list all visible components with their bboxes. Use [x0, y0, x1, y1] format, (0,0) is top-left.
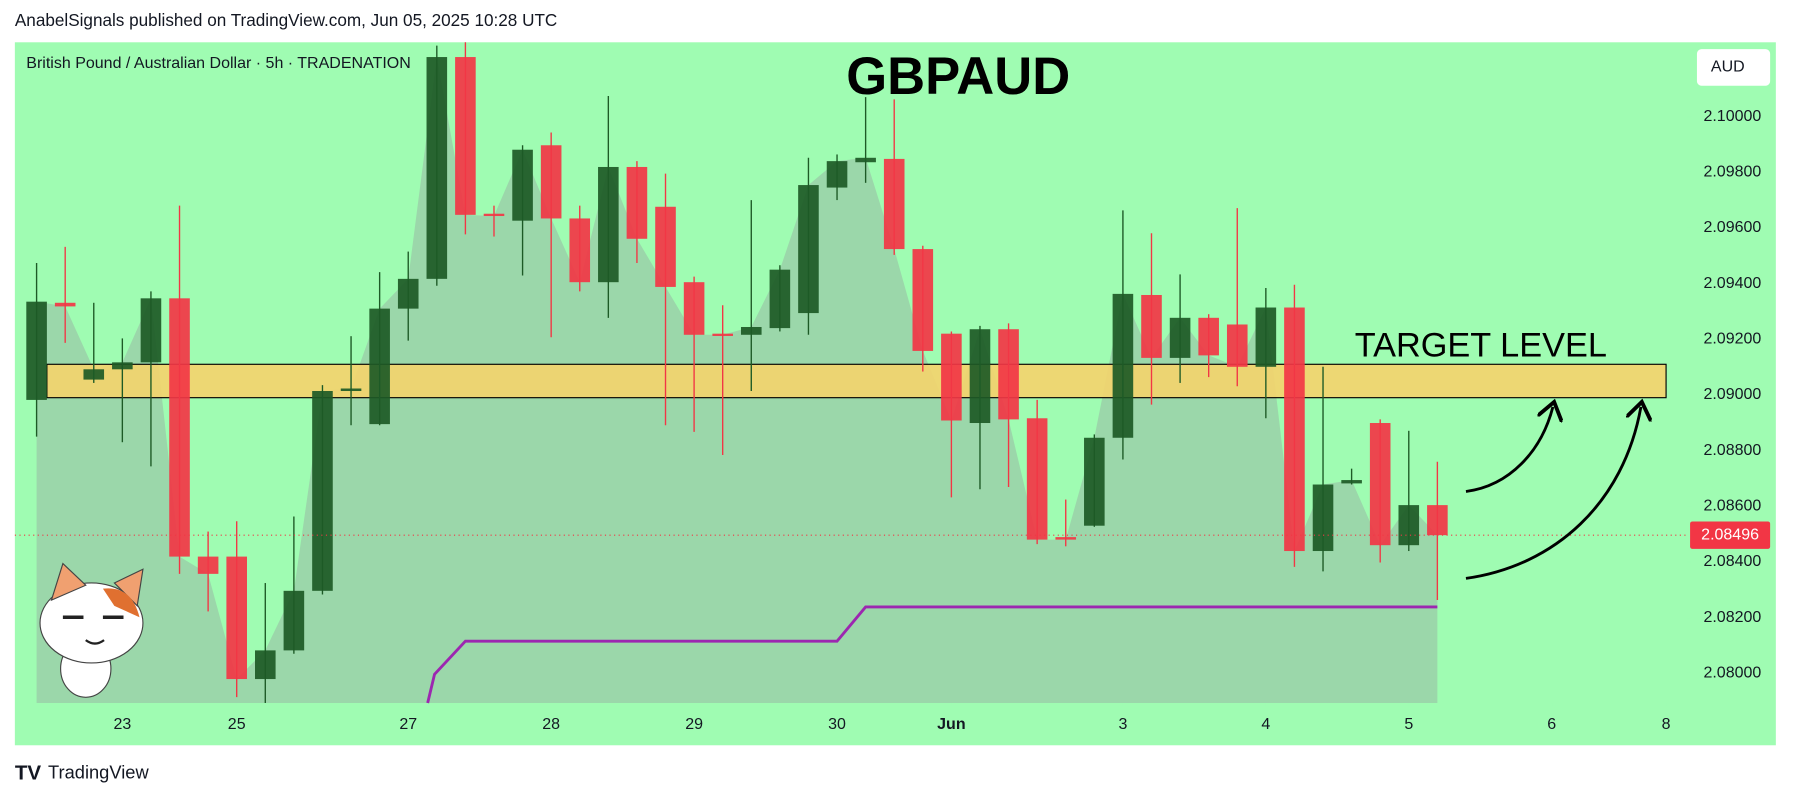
x-tick-label: 3	[1118, 716, 1127, 733]
candle-body	[598, 166, 619, 283]
candle-body	[883, 158, 905, 250]
y-tick-label: 2.09400	[1703, 275, 1761, 292]
x-tick-label: 23	[113, 716, 131, 733]
x-tick-label: 27	[399, 716, 417, 733]
candle-body	[1255, 307, 1277, 367]
candle-body	[712, 333, 733, 336]
logo-mark: TV	[15, 761, 42, 784]
price-label: 2.08496	[1701, 526, 1759, 543]
y-tick-label: 2.08200	[1703, 609, 1761, 626]
plot-layer	[14, 42, 1692, 707]
candle-body	[1112, 293, 1134, 438]
y-tick-label: 2.08000	[1703, 664, 1761, 681]
candle-body	[1198, 317, 1219, 356]
candle-body	[483, 213, 505, 217]
y-tick-label: 2.09000	[1703, 386, 1761, 403]
candle-body	[26, 301, 47, 400]
subtitle: British Pound / Australian Dollar · 5h ·…	[26, 55, 411, 72]
y-tick-label: 2.08800	[1703, 442, 1761, 459]
candle-body	[283, 590, 305, 651]
candle-body	[340, 388, 362, 392]
annotation: TARGET LEVEL	[1355, 327, 1607, 365]
candle-body	[426, 57, 448, 279]
y-tick-label: 2.09600	[1703, 219, 1761, 236]
candle-body	[826, 161, 848, 188]
x-tick-label: 25	[228, 716, 246, 733]
candle-body	[397, 278, 419, 309]
candle-body	[83, 369, 105, 380]
y-tick-label: 2.08600	[1703, 497, 1761, 514]
x-tick-label: 29	[685, 716, 703, 733]
candle-body	[569, 218, 591, 283]
candle-body	[1341, 480, 1362, 484]
mascot	[39, 562, 144, 698]
candle-body	[1141, 294, 1162, 358]
candle-body	[1026, 418, 1048, 540]
currency: AUD	[1711, 59, 1745, 76]
candle-body	[1312, 484, 1334, 552]
candle-body	[540, 145, 562, 219]
candle-body	[226, 556, 247, 680]
y-tick-label: 2.08400	[1703, 553, 1761, 570]
header: AnabelSignals published on TradingView.c…	[15, 10, 557, 30]
y-tick-label: 2.09800	[1703, 163, 1761, 180]
candle-body	[369, 308, 390, 425]
candle-body	[54, 302, 76, 307]
candle-body	[1284, 307, 1305, 552]
candle-body	[1084, 437, 1105, 526]
candle-body	[1398, 505, 1420, 546]
candle-body	[1169, 317, 1191, 358]
arrow	[1465, 407, 1553, 493]
y-tick-label: 2.10000	[1703, 108, 1761, 125]
candle-body	[683, 282, 705, 335]
candle-body	[798, 185, 819, 314]
candle-body	[769, 269, 791, 329]
candle-body	[169, 298, 190, 557]
candle-body	[312, 391, 333, 591]
candle-body	[912, 249, 934, 351]
candle-body	[740, 326, 762, 335]
candle-body	[254, 650, 276, 680]
candle-body	[140, 298, 162, 363]
candle-body	[1226, 324, 1248, 367]
target-zone	[46, 363, 1667, 399]
x-tick-label: Jun	[937, 716, 965, 733]
currency-button[interactable]	[1696, 49, 1771, 86]
candle-body	[998, 329, 1019, 420]
x-tick-label: 8	[1662, 716, 1671, 733]
x-tick-label: 6	[1547, 716, 1556, 733]
price-tag	[1690, 521, 1771, 549]
support-line	[426, 605, 1438, 704]
footer: TradingView	[48, 762, 149, 783]
candle-body	[455, 57, 476, 215]
chart-title: GBPAUD	[846, 47, 1070, 106]
candle-body	[655, 206, 676, 287]
y-tick-label: 2.09200	[1703, 330, 1761, 347]
x-tick-label: 30	[828, 716, 846, 733]
candle-body	[112, 362, 133, 370]
candle-body	[512, 149, 533, 221]
x-tick-label: 4	[1261, 716, 1270, 733]
candle-body	[941, 333, 962, 421]
candle-body	[1427, 505, 1448, 536]
candle-body	[197, 556, 219, 574]
candle-body	[1055, 537, 1077, 540]
candle-body	[626, 166, 648, 239]
x-tick-label: 5	[1404, 716, 1413, 733]
candle-body	[969, 329, 991, 424]
arrow	[1465, 407, 1641, 580]
x-tick-label: 28	[542, 716, 560, 733]
candle-body	[1369, 423, 1391, 546]
candle-body	[855, 157, 876, 163]
